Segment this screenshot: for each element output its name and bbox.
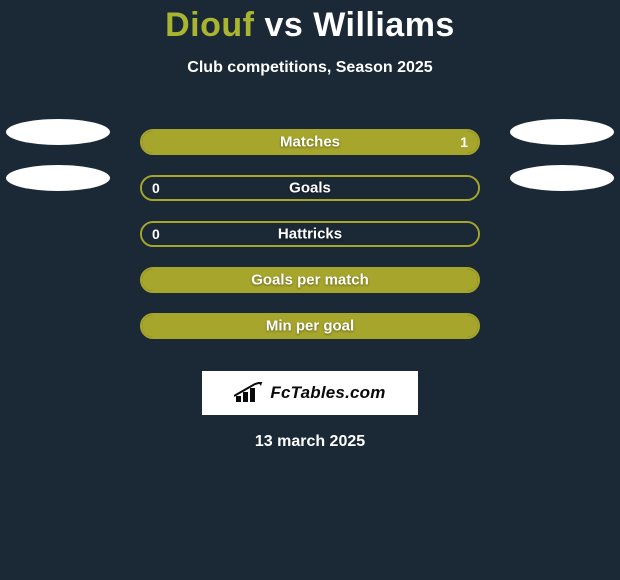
title-vs: vs xyxy=(264,6,303,44)
stat-ellipse-left xyxy=(6,119,110,145)
stat-row: Goals per match xyxy=(0,257,620,303)
stat-ellipse-left xyxy=(6,165,110,191)
stat-bar: Goals 0 xyxy=(140,175,480,201)
brand-text: FcTables.com xyxy=(270,383,385,403)
stat-ellipse-right xyxy=(510,165,614,191)
page-title: Diouf vs Williams xyxy=(0,6,620,45)
stat-value-right: 1 xyxy=(460,134,468,150)
stat-label: Goals per match xyxy=(251,272,369,289)
stat-label: Goals xyxy=(289,180,331,197)
stat-value-left: 0 xyxy=(152,180,160,196)
stat-ellipse-right xyxy=(510,119,614,145)
brand-badge: FcTables.com xyxy=(202,371,418,415)
stat-bar: Min per goal xyxy=(140,313,480,339)
stat-label: Matches xyxy=(280,134,340,151)
date-label: 13 march 2025 xyxy=(0,433,620,451)
title-player2: Williams xyxy=(313,6,455,44)
stat-row: Hattricks 0 xyxy=(0,211,620,257)
stat-bar: Matches 1 xyxy=(140,129,480,155)
stat-row: Goals 0 xyxy=(0,165,620,211)
stats-list: Matches 1 Goals 0 Hattricks 0 Goals per match M… xyxy=(0,119,620,349)
stat-row: Matches 1 xyxy=(0,119,620,165)
stat-label: Hattricks xyxy=(278,226,342,243)
chart-icon xyxy=(234,382,268,404)
title-player1: Diouf xyxy=(165,6,254,44)
stat-value-left: 0 xyxy=(152,226,160,242)
stat-bar: Hattricks 0 xyxy=(140,221,480,247)
stat-row: Min per goal xyxy=(0,303,620,349)
comparison-panel: Diouf vs Williams Club competitions, Sea… xyxy=(0,0,620,451)
stat-label: Min per goal xyxy=(266,318,354,335)
subtitle: Club competitions, Season 2025 xyxy=(0,59,620,77)
stat-bar: Goals per match xyxy=(140,267,480,293)
